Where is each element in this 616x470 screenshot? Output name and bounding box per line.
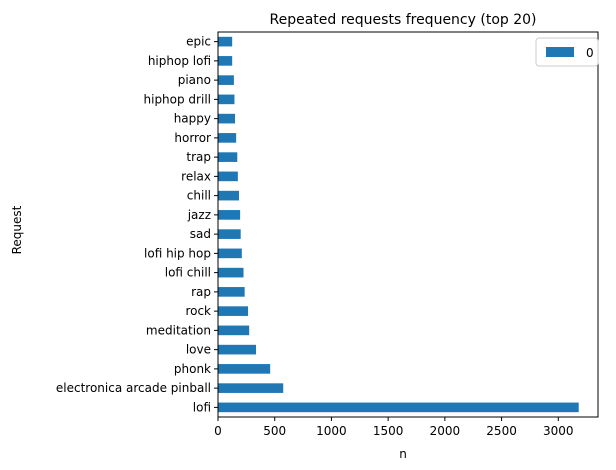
chart-title: Repeated requests frequency (top 20): [270, 12, 537, 28]
legend-swatch: [546, 47, 574, 57]
y-tick-label: rock: [185, 304, 211, 318]
bar: [218, 267, 244, 278]
plot-frame: [217, 31, 599, 418]
bar: [218, 287, 245, 297]
bar: [218, 306, 249, 316]
x-tick-label: 2000: [430, 424, 461, 438]
bar: [218, 75, 234, 85]
y-tick-label: sad: [190, 227, 211, 241]
x-axis-title: n: [399, 447, 407, 461]
y-tick-label: electronica arcade pinball: [56, 381, 211, 395]
y-tick-label: chill: [187, 189, 211, 203]
x-tick-label: 500: [263, 424, 286, 438]
legend-label: 0: [586, 46, 594, 60]
y-tick-label: jazz: [187, 208, 211, 222]
bar: [218, 36, 233, 47]
bar: [218, 94, 235, 105]
y-tick-label: lofi chill: [165, 266, 211, 280]
x-tick-label: 1500: [373, 424, 404, 438]
y-axis-ticks: lofi electronica arcade pinball phonk love m…: [56, 35, 218, 414]
bars-group: [218, 36, 579, 413]
bar: [218, 152, 238, 162]
y-tick-label: lofi: [193, 400, 211, 414]
y-tick-label: lofi hip hop: [144, 246, 211, 260]
bar: [218, 210, 241, 220]
y-tick-label: love: [186, 343, 211, 357]
bar: [218, 190, 239, 201]
y-tick-label: horror: [174, 131, 211, 145]
legend: 0: [535, 37, 599, 67]
y-tick-label: meditation: [146, 323, 211, 337]
bar: [218, 383, 284, 393]
x-tick-label: 2500: [486, 424, 517, 438]
bar: [218, 56, 233, 66]
y-tick-label: hiphop drill: [144, 92, 212, 106]
x-axis-ticks: 0 500 1000 1500 2000 2500 3000: [214, 417, 574, 438]
y-tick-label: relax: [181, 169, 211, 183]
y-tick-label: phonk: [174, 362, 211, 376]
bar: [218, 133, 237, 143]
y-tick-label: epic: [186, 35, 211, 49]
x-tick-label: 3000: [543, 424, 574, 438]
bar: [218, 113, 236, 124]
x-tick-label: 0: [214, 424, 222, 438]
y-tick-label: piano: [178, 73, 211, 87]
y-tick-label: trap: [186, 150, 211, 164]
y-tick-label: rap: [191, 285, 211, 299]
y-axis-title: Request: [10, 205, 24, 254]
bar: [218, 229, 241, 239]
bar: [218, 325, 250, 336]
bar: [218, 364, 271, 374]
bar: [218, 402, 579, 413]
bar: [218, 171, 238, 182]
bar: [218, 248, 242, 259]
y-tick-label: hiphop lofi: [148, 54, 211, 68]
y-tick-label: happy: [174, 112, 211, 126]
x-tick-label: 1000: [316, 424, 347, 438]
bar: [218, 344, 256, 355]
